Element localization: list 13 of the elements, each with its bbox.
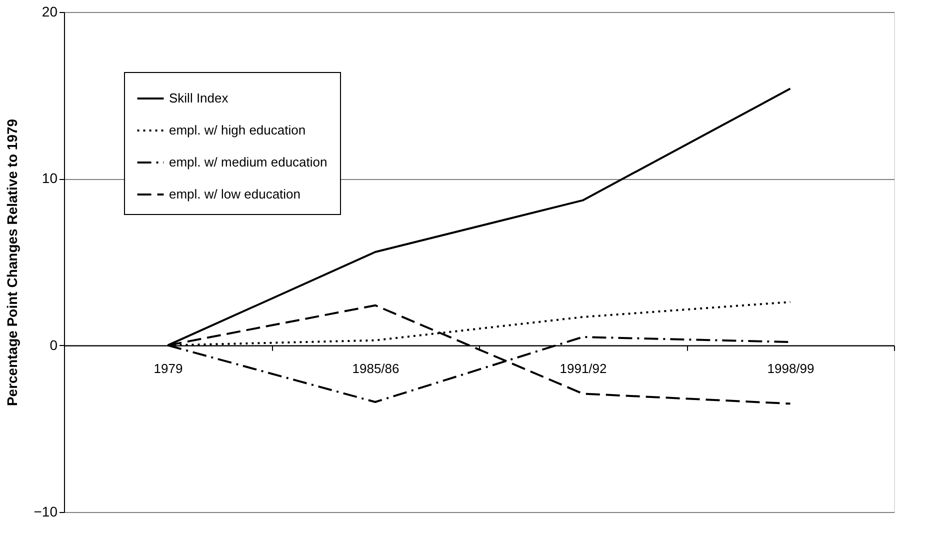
x-tick-label: 1991/92 [560, 360, 607, 376]
legend-label: Skill Index [169, 90, 229, 106]
y-tick-label: −10 [34, 504, 58, 520]
x-tick-label: 1979 [154, 360, 183, 376]
legend-label: empl. w/ high education [169, 122, 306, 138]
legend-label: empl. w/ low education [169, 186, 301, 202]
x-tick-label: 1985/86 [352, 360, 400, 376]
y-tick-label: 10 [42, 170, 58, 186]
y-axis-title: Percentage Point Changes Relative to 1979 [4, 118, 20, 406]
y-tick-label: 20 [42, 4, 58, 20]
y-tick-label: 0 [50, 336, 58, 353]
x-tick-label: 1998/99 [767, 360, 814, 376]
legend-label: empl. w/ medium education [169, 154, 328, 170]
